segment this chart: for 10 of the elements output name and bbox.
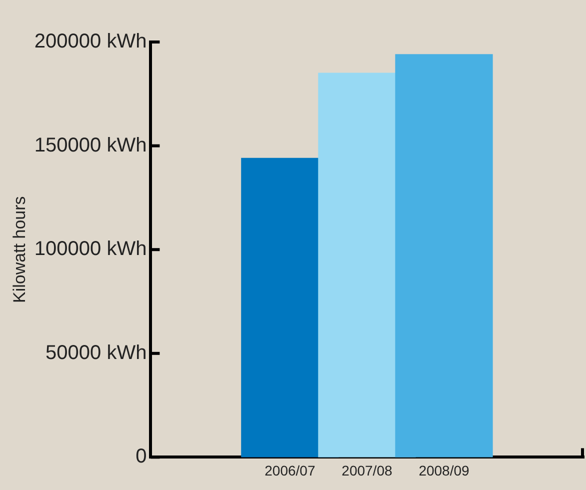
x-tick-label: 2007/08 (342, 462, 392, 478)
y-axis-title: Kilowatt hours (10, 196, 29, 303)
y-tick-label: 50000 kWh (46, 342, 147, 364)
x-tick-label: 2008/09 (418, 462, 470, 478)
y-tick-label: 150000 kWh (34, 134, 147, 156)
y-tick-label: 200000 kWh (34, 30, 147, 53)
bar (395, 54, 493, 458)
x-tick-label: 2006/07 (264, 462, 316, 478)
y-tick-label: 100000 kWh (34, 238, 147, 260)
y-tick-label: 0 (136, 446, 147, 468)
